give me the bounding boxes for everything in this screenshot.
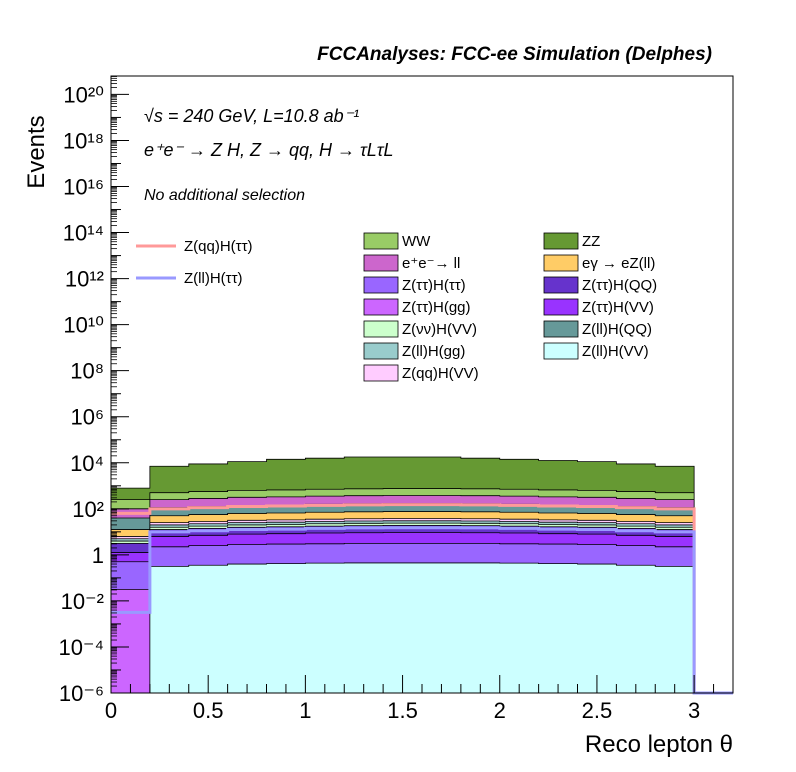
y-axis-ticks: 10⁻⁶ 10⁻⁴ 10⁻² 1 10² 10⁴ 10⁶ 10⁸ 10¹⁰ 10¹² 10¹⁴ 10¹…	[58, 76, 129, 706]
y-tick-label: 10¹⁶	[63, 175, 104, 200]
legend-label: Z(ll)H(VV)	[582, 343, 649, 360]
legend-swatch-z-h-qq	[543, 276, 579, 294]
legend-swatch-z-ll-h-gg	[363, 342, 399, 360]
y-tick-label: 10²⁰	[63, 82, 104, 107]
signal-lines	[111, 503, 733, 695]
y-tick-label: 10⁸	[70, 359, 104, 384]
legend-swatch-z-ll-h-qq	[543, 320, 579, 338]
legend-label: eγ → eZ(ll)	[582, 255, 655, 272]
legend-label: WW	[402, 233, 431, 250]
line-z-ll-h	[111, 526, 733, 695]
stack-z-ll-h-vv	[111, 562, 733, 694]
legend-label: Z(ll)H(QQ)	[582, 321, 652, 338]
y-tick-label: 10¹⁸	[63, 128, 104, 153]
legend-label: Z(qq)H(ττ)	[184, 238, 253, 255]
y-tick-label: 10¹⁴	[63, 221, 104, 246]
x-tick-label: 3	[688, 698, 700, 723]
y-tick-label: 10¹²	[65, 267, 104, 292]
legend-label: Z(qq)H(VV)	[402, 365, 479, 382]
legend-label: ZZ	[582, 233, 600, 250]
y-tick-label: 1	[92, 543, 104, 568]
x-tick-label: 1.5	[387, 698, 418, 723]
y-tick-label: 10²	[72, 497, 104, 522]
legend-swatch-z-h-vv	[543, 298, 579, 316]
legend-swatch-e-ez-ll	[543, 254, 579, 272]
legend-label: Z(ττ)H(ττ)	[402, 277, 466, 294]
chart-title: FCCAnalyses: FCC-ee Simulation (Delphes)	[317, 44, 712, 65]
x-axis-title: Reco lepton θ	[585, 731, 733, 758]
x-tick-label: 2.5	[582, 698, 613, 723]
legend-swatch-z-h	[363, 276, 399, 294]
legend-swatch-zz	[543, 232, 579, 250]
y-axis-title: Events	[23, 115, 50, 188]
legend-swatch-z-qq-h-vv	[363, 364, 399, 382]
energy-lumi-annotation: √s = 240 GeV, L=10.8 ab⁻¹	[144, 106, 359, 126]
x-tick-label: 0.5	[193, 698, 224, 723]
selection-annotation: No additional selection	[144, 187, 305, 204]
legend-swatch-z-h-gg	[363, 298, 399, 316]
y-tick-label: 10⁶	[70, 405, 104, 430]
legend-label: Z(ll)H(ττ)	[184, 270, 243, 287]
legend-swatch-z-ll-h-vv	[543, 342, 579, 360]
y-tick-label: 10⁻²	[61, 589, 104, 614]
legend-swatch-e-e-ll	[363, 254, 399, 272]
legend: Z(qq)H(ττ) Z(ll)H(ττ) WW e⁺e⁻→ ll Z(ττ)H(ττ)…	[136, 232, 657, 382]
y-tick-label: 10⁻⁴	[58, 635, 104, 660]
x-tick-label: 1	[299, 698, 311, 723]
y-tick-label: 10⁻⁶	[59, 681, 104, 706]
legend-label: Z(ττ)H(gg)	[402, 299, 471, 316]
process-annotation: e⁺e⁻ → Z H, Z → qq, H → τLτL	[144, 140, 394, 160]
legend-swatch-z-h-vv	[363, 320, 399, 338]
legend-label: e⁺e⁻→ ll	[402, 255, 460, 272]
line-z-qq-h	[111, 503, 733, 695]
x-tick-label: 2	[494, 698, 506, 723]
x-axis-ticks: 0 0.5 1 1.5 2 2.5 3	[105, 675, 734, 723]
y-tick-label: 10⁴	[70, 451, 104, 476]
legend-label: Z(ττ)H(QQ)	[582, 277, 657, 294]
stacked-histograms	[110, 456, 733, 694]
y-tick-label: 10¹⁰	[63, 313, 104, 338]
legend-swatch-ww	[363, 232, 399, 250]
legend-label: Z(ll)H(gg)	[402, 343, 465, 360]
legend-label: Z(νν)H(VV)	[402, 321, 477, 338]
legend-label: Z(ττ)H(VV)	[582, 299, 654, 316]
x-tick-label: 0	[105, 698, 117, 723]
